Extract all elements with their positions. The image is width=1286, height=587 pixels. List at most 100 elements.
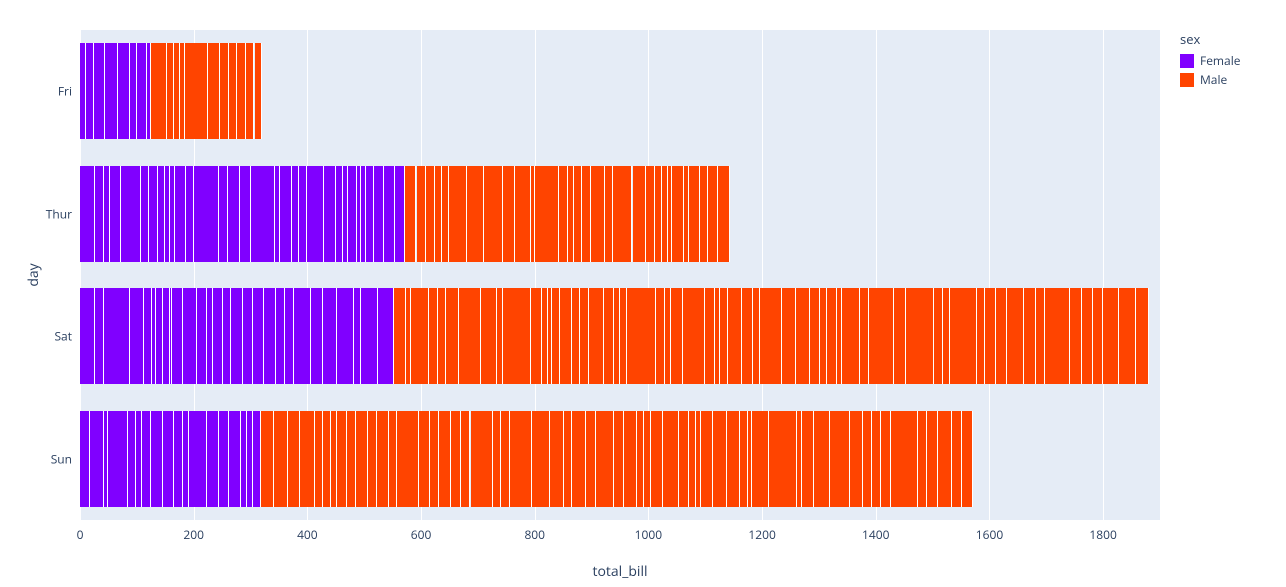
bar-segment[interactable] <box>189 411 208 507</box>
bar-segment[interactable] <box>860 288 869 384</box>
bar-segment[interactable] <box>276 288 285 384</box>
bar-segment[interactable] <box>1136 288 1150 384</box>
bar-segment[interactable] <box>586 411 596 507</box>
bar-segment[interactable] <box>163 411 174 507</box>
bar-segment[interactable] <box>1070 288 1083 384</box>
bar-segment[interactable] <box>251 166 275 262</box>
bar-segment[interactable] <box>255 43 262 139</box>
bar-segment[interactable] <box>572 411 586 507</box>
bar-segment[interactable] <box>105 43 118 139</box>
bar-segment[interactable] <box>705 288 715 384</box>
bar-segment[interactable] <box>532 411 550 507</box>
bar-segment[interactable] <box>560 288 572 384</box>
bar-segment[interactable] <box>110 166 121 262</box>
bar-segment[interactable] <box>288 411 300 507</box>
bar-segment[interactable] <box>881 411 891 507</box>
bar-segment[interactable] <box>720 288 728 384</box>
bar-segment[interactable] <box>952 411 962 507</box>
bar-segment[interactable] <box>471 411 494 507</box>
bar-segment[interactable] <box>1024 288 1036 384</box>
bar-segment[interactable] <box>572 288 579 384</box>
bar-segment[interactable] <box>467 166 483 262</box>
bar-segment[interactable] <box>459 288 482 384</box>
bar-segment[interactable] <box>121 166 141 262</box>
bar-segment[interactable] <box>137 43 146 139</box>
bar-segment[interactable] <box>285 288 295 384</box>
bar-segment[interactable] <box>411 288 429 384</box>
bar-segment[interactable] <box>337 288 354 384</box>
bar-segment[interactable] <box>377 411 388 507</box>
bar-segment[interactable] <box>397 411 419 507</box>
bar-segment[interactable] <box>760 288 782 384</box>
bar-segment[interactable] <box>208 43 221 139</box>
bar-segment[interactable] <box>90 411 104 507</box>
legend-item[interactable]: Male <box>1180 71 1240 88</box>
bar-segment[interactable] <box>243 288 253 384</box>
bar-segment[interactable] <box>361 288 377 384</box>
bar-segment[interactable] <box>299 166 306 262</box>
bar-segment[interactable] <box>186 166 195 262</box>
bar-segment[interactable] <box>94 43 105 139</box>
bar-segment[interactable] <box>891 411 918 507</box>
bar-segment[interactable] <box>439 411 451 507</box>
bar-segment[interactable] <box>167 43 174 139</box>
bar-segment[interactable] <box>149 166 159 262</box>
bar-segment[interactable] <box>128 411 136 507</box>
bar-segment[interactable] <box>315 411 324 507</box>
bar-segment[interactable] <box>810 288 820 384</box>
bar-segment[interactable] <box>637 411 644 507</box>
bar-segment[interactable] <box>264 288 275 384</box>
bar-segment[interactable] <box>368 411 378 507</box>
bar-segment[interactable] <box>938 411 952 507</box>
bar-segment[interactable] <box>378 288 394 384</box>
bar-segment[interactable] <box>1007 288 1024 384</box>
bar-segment[interactable] <box>700 166 708 262</box>
bar-segment[interactable] <box>531 288 542 384</box>
bar-segment[interactable] <box>108 411 128 507</box>
bar-segment[interactable] <box>163 288 170 384</box>
bar-segment[interactable] <box>324 166 337 262</box>
bar-segment[interactable] <box>802 411 814 507</box>
bar-segment[interactable] <box>307 166 324 262</box>
bar-segment[interactable] <box>550 411 564 507</box>
bar-segment[interactable] <box>185 43 208 139</box>
bar-segment[interactable] <box>591 166 605 262</box>
bar-segment[interactable] <box>207 411 218 507</box>
bar-segment[interactable] <box>144 288 151 384</box>
bar-segment[interactable] <box>985 288 996 384</box>
bar-segment[interactable] <box>582 166 591 262</box>
bar-segment[interactable] <box>429 288 438 384</box>
bar-segment[interactable] <box>183 288 196 384</box>
bar-segment[interactable] <box>872 411 881 507</box>
bar-segment[interactable] <box>356 411 367 507</box>
bar-segment[interactable] <box>977 288 985 384</box>
bar-segment[interactable] <box>461 411 471 507</box>
bar-segment[interactable] <box>740 411 748 507</box>
bar-segment[interactable] <box>927 411 938 507</box>
bar-segment[interactable] <box>229 411 241 507</box>
bar-segment[interactable] <box>194 166 219 262</box>
bar-segment[interactable] <box>497 288 504 384</box>
bar-segment[interactable] <box>580 288 590 384</box>
bar-segment[interactable] <box>559 166 568 262</box>
bar-segment[interactable] <box>1119 288 1135 384</box>
bar-segment[interactable] <box>246 43 255 139</box>
bar-segment[interactable] <box>104 288 130 384</box>
bar-segment[interactable] <box>1103 288 1119 384</box>
bar-segment[interactable] <box>863 411 872 507</box>
bar-segment[interactable] <box>389 411 398 507</box>
bar-segment[interactable] <box>430 411 439 507</box>
bar-segment[interactable] <box>348 166 357 262</box>
bar-segment[interactable] <box>374 166 384 262</box>
bar-segment[interactable] <box>323 288 337 384</box>
bar-segment[interactable] <box>918 411 927 507</box>
bar-segment[interactable] <box>605 166 614 262</box>
bar-segment[interactable] <box>1082 288 1093 384</box>
bar-segment[interactable] <box>672 166 684 262</box>
bar-segment[interactable] <box>223 288 232 384</box>
bar-segment[interactable] <box>753 288 760 384</box>
bar-segment[interactable] <box>442 166 449 262</box>
bar-segment[interactable] <box>395 166 405 262</box>
bar-segment[interactable] <box>627 288 656 384</box>
bar-segment[interactable] <box>503 288 530 384</box>
